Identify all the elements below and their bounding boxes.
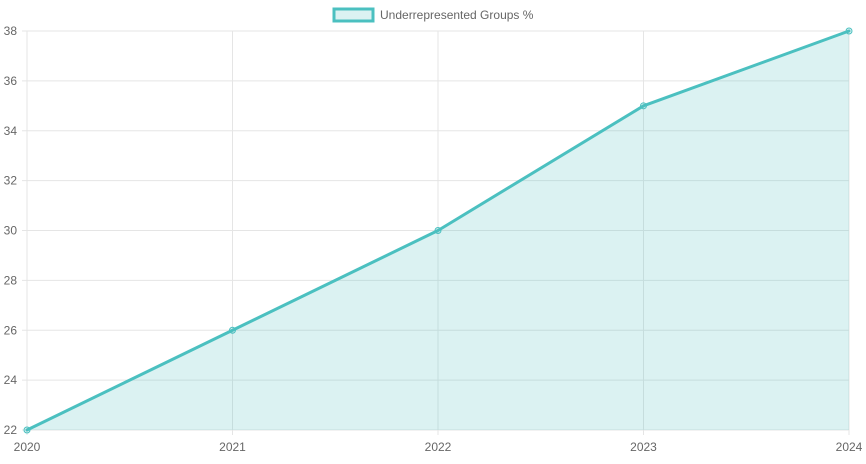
y-tick-label: 28 <box>4 273 18 287</box>
y-axis-ticks: 22 24 26 28 30 32 34 36 38 <box>4 24 18 437</box>
x-tick-label: 2024 <box>836 440 863 454</box>
data-point[interactable] <box>229 326 236 334</box>
data-point[interactable] <box>434 227 442 234</box>
x-tick-label: 2020 <box>14 440 41 454</box>
x-tick-label: 2021 <box>219 440 246 454</box>
y-tick-label: 32 <box>4 174 18 188</box>
x-tick-label: 2023 <box>630 440 657 454</box>
x-tick-label: 2022 <box>425 440 452 454</box>
point-layer <box>23 27 853 434</box>
data-point[interactable] <box>23 426 31 434</box>
series-line <box>25 29 851 432</box>
y-tick-label: 22 <box>4 423 18 437</box>
y-tick-label: 26 <box>4 323 18 337</box>
y-tick-label: 34 <box>4 124 18 138</box>
data-point[interactable] <box>845 27 853 35</box>
legend-label[interactable]: Underrepresented Groups % <box>380 8 534 22</box>
x-axis-ticks: 2020 2021 2022 2023 2024 <box>14 440 863 454</box>
legend-swatch[interactable] <box>332 7 375 23</box>
y-tick-label: 36 <box>4 74 18 88</box>
line-layer <box>25 29 851 432</box>
legend[interactable]: Underrepresented Groups % <box>332 7 534 23</box>
y-tick-label: 38 <box>4 24 18 38</box>
y-tick-label: 30 <box>4 224 18 238</box>
y-tick-label: 24 <box>4 373 18 387</box>
data-point[interactable] <box>640 102 647 110</box>
